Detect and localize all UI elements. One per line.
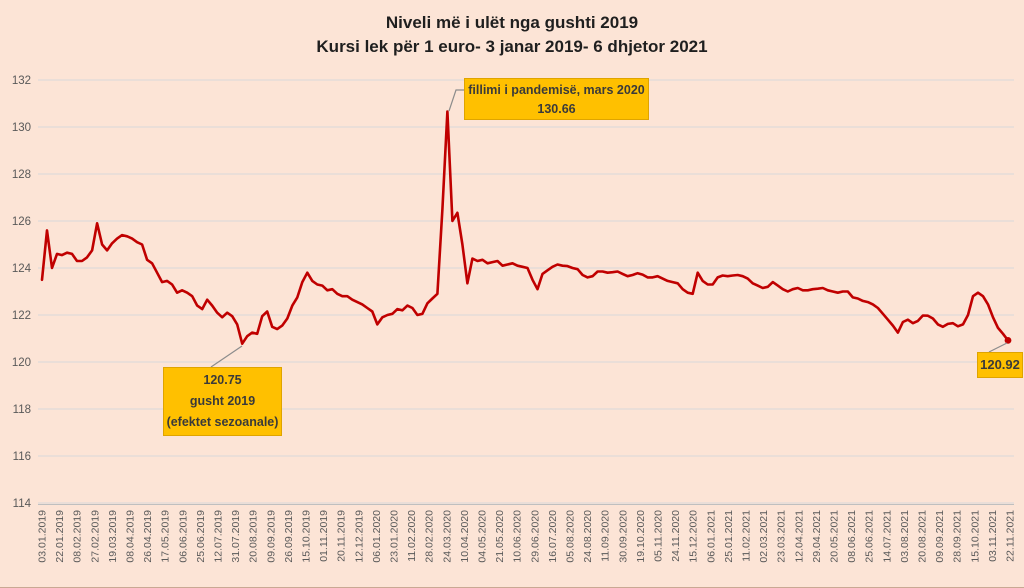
x-tick-label: 25.01.2021 bbox=[723, 510, 735, 563]
x-tick-label: 11.02.2021 bbox=[741, 510, 753, 562]
x-tick-label: 09.09.2019 bbox=[265, 510, 277, 563]
x-tick-label: 05.08.2020 bbox=[565, 510, 577, 563]
x-tick-label: 21.05.2020 bbox=[494, 510, 506, 563]
leader-pandemic bbox=[448, 89, 464, 112]
title-block: Niveli më i ulët nga gushti 2019 Kursi l… bbox=[0, 11, 1024, 59]
x-tick-label: 16.07.2020 bbox=[547, 510, 559, 563]
y-tick-label: 126 bbox=[12, 216, 31, 228]
annotation-pandemic-value: 130.66 bbox=[537, 102, 576, 116]
x-tick-label: 19.10.2020 bbox=[635, 510, 647, 563]
x-tick-label: 01.11.2019 bbox=[318, 510, 330, 562]
x-tick-label: 25.06.2019 bbox=[195, 510, 207, 563]
x-tick-label: 12.12.2019 bbox=[353, 510, 365, 563]
x-tick-label: 08.02.2019 bbox=[72, 510, 84, 563]
y-tick-label: 124 bbox=[12, 263, 32, 275]
x-tick-label: 06.01.2021 bbox=[705, 510, 717, 563]
x-tick-label: 08.06.2021 bbox=[846, 510, 858, 563]
x-tick-label: 30.09.2020 bbox=[617, 510, 629, 563]
x-tick-label: 15.12.2020 bbox=[688, 510, 700, 563]
y-tick-label: 114 bbox=[13, 498, 32, 510]
x-tick-label: 09.09.2021 bbox=[934, 510, 946, 563]
x-tick-label: 06.01.2020 bbox=[371, 510, 383, 563]
x-tick-label: 20.08.2019 bbox=[248, 510, 260, 563]
x-tick-label: 22.01.2019 bbox=[54, 510, 66, 563]
annotation-pandemic: fillimi i pandemisë, mars 2020 130.66 bbox=[464, 78, 649, 120]
x-tick-label: 12.04.2021 bbox=[793, 510, 805, 563]
x-tick-label: 03.11.2021 bbox=[987, 510, 999, 562]
x-tick-label: 22.11.2021 bbox=[1005, 510, 1017, 562]
annotation-endpoint-value: 120.92 bbox=[977, 352, 1023, 378]
x-tick-label: 08.04.2019 bbox=[125, 510, 137, 563]
x-tick-label: 06.06.2019 bbox=[177, 510, 189, 563]
chart-subtitle: Kursi lek për 1 euro- 3 janar 2019- 6 dh… bbox=[316, 37, 708, 56]
x-tick-label: 03.08.2021 bbox=[899, 510, 911, 563]
x-tick-label: 15.10.2019 bbox=[301, 510, 313, 563]
x-tick-label: 10.04.2020 bbox=[459, 510, 471, 563]
x-tick-label: 04.05.2020 bbox=[477, 510, 489, 563]
y-tick-label: 122 bbox=[12, 310, 31, 322]
x-tick-label: 17.05.2019 bbox=[160, 510, 172, 563]
x-tick-label: 31.07.2019 bbox=[230, 510, 242, 563]
endpoint-marker bbox=[1004, 336, 1012, 344]
x-tick-label: 23.01.2020 bbox=[389, 510, 401, 563]
annotation-august-2019: 120.75 gusht 2019 (efektet sezoanale) bbox=[163, 367, 282, 436]
x-tick-label: 11.02.2020 bbox=[406, 510, 418, 562]
y-tick-label: 120 bbox=[12, 357, 31, 369]
x-tick-label: 20.08.2021 bbox=[917, 510, 929, 563]
x-tick-label: 02.03.2021 bbox=[758, 510, 770, 563]
annotation-august-text: gusht 2019 bbox=[189, 394, 256, 408]
exchange-rate-line bbox=[40, 110, 1010, 346]
x-tick-label: 26.04.2019 bbox=[142, 510, 154, 563]
x-tick-label: 23.03.2021 bbox=[776, 510, 788, 563]
x-tick-label: 25.06.2021 bbox=[864, 510, 876, 563]
x-tick-label: 12.07.2019 bbox=[213, 510, 225, 563]
x-tick-label: 28.09.2021 bbox=[952, 510, 964, 563]
x-tick-label: 10.06.2020 bbox=[512, 510, 524, 563]
x-tick-label: 19.03.2019 bbox=[107, 510, 119, 563]
x-tick-label: 29.06.2020 bbox=[529, 510, 541, 563]
y-tick-label: 128 bbox=[12, 169, 31, 181]
x-tick-label: 27.02.2019 bbox=[89, 510, 101, 563]
annotation-august-note: (efektet sezoanale) bbox=[166, 415, 279, 429]
x-tick-label: 05.11.2020 bbox=[653, 510, 665, 562]
x-tick-label: 24.03.2020 bbox=[441, 510, 453, 563]
y-tick-label: 118 bbox=[13, 404, 31, 416]
x-tick-label: 24.08.2020 bbox=[582, 510, 594, 563]
x-tick-label: 20.05.2021 bbox=[829, 510, 841, 563]
x-tick-label: 03.01.2019 bbox=[37, 510, 49, 563]
x-tick-label: 11.09.2020 bbox=[600, 510, 612, 562]
leader-august bbox=[210, 345, 243, 368]
y-tick-label: 132 bbox=[12, 75, 31, 87]
annotation-pandemic-text: fillimi i pandemisë, mars 2020 bbox=[468, 83, 645, 97]
x-tick-label: 14.07.2021 bbox=[881, 510, 893, 563]
leader-endpoint bbox=[988, 342, 1008, 353]
annotation-august-value: 120.75 bbox=[203, 373, 242, 387]
chart-title: Niveli më i ulët nga gushti 2019 bbox=[385, 13, 639, 32]
x-tick-label: 29.04.2021 bbox=[811, 510, 823, 563]
x-tick-label: 15.10.2021 bbox=[969, 510, 981, 563]
y-tick-label: 116 bbox=[13, 451, 31, 463]
y-tick-label: 130 bbox=[12, 122, 31, 134]
x-tick-label: 26.09.2019 bbox=[283, 510, 295, 563]
x-tick-label: 28.02.2020 bbox=[424, 510, 436, 563]
x-tick-label: 20.11.2019 bbox=[336, 510, 348, 562]
x-tick-label: 24.11.2020 bbox=[670, 510, 682, 562]
